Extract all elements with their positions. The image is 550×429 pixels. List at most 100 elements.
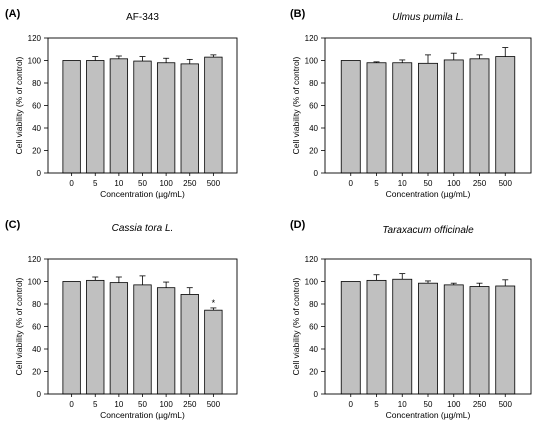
x-tick-label: 500 [499, 179, 513, 188]
bar [443, 284, 464, 395]
x-tick-label: 50 [138, 179, 147, 188]
bar [340, 281, 361, 395]
chart-panel: (C) Cassia tora L. 0 5 10 50 100 250 * 500 0 20 40 60… [5, 219, 238, 420]
x-axis-label: Concentration (µg/mL) [100, 410, 185, 420]
y-axis-label: Cell viability (% of control) [291, 277, 301, 375]
panel-letter: (B) [290, 8, 306, 20]
bar [133, 60, 152, 174]
x-axis-label: Concentration (µg/mL) [386, 189, 471, 199]
bar [109, 282, 129, 395]
plot-frame [324, 258, 532, 395]
bar [392, 278, 413, 395]
y-tick-label: 60 [309, 102, 318, 111]
x-tick-label: 10 [114, 179, 123, 188]
bar [495, 56, 516, 174]
y-tick-label: 80 [32, 79, 41, 88]
y-tick-label: 120 [305, 255, 319, 264]
y-tick-label: 0 [314, 169, 319, 178]
y-tick-label: 80 [309, 300, 318, 309]
y-tick-label: 40 [32, 345, 41, 354]
bar [204, 309, 223, 395]
y-tick-label: 20 [32, 368, 41, 377]
bar [133, 284, 152, 395]
bar [180, 63, 199, 174]
y-tick-label: 60 [309, 323, 318, 332]
y-tick-label: 0 [37, 390, 42, 399]
plot-frame [47, 258, 238, 395]
y-axis-label: Cell viability (% of control) [291, 56, 301, 154]
y-tick-label: 20 [32, 147, 41, 156]
panel-letter: (A) [5, 8, 21, 20]
bar [86, 279, 105, 395]
x-tick-label: 100 [159, 179, 173, 188]
bar [62, 281, 81, 395]
x-tick-label: 0 [69, 179, 74, 188]
x-tick-label: 500 [499, 400, 513, 409]
x-tick-label: 10 [114, 400, 123, 409]
bar [418, 282, 438, 395]
bar [156, 62, 176, 174]
bar [204, 56, 223, 174]
bar [469, 286, 490, 395]
bar [469, 58, 490, 174]
y-tick-label: 0 [314, 390, 319, 399]
y-tick-label: 40 [309, 345, 318, 354]
y-tick-label: 20 [309, 368, 318, 377]
x-tick-label: 500 [207, 400, 221, 409]
chart-panel: (D) Taraxacum officinale 0 5 10 50 100 250 500 0 2… [290, 219, 532, 420]
y-tick-label: 120 [28, 34, 42, 43]
x-tick-label: 5 [374, 179, 379, 188]
y-tick-label: 20 [309, 147, 318, 156]
x-tick-label: 50 [138, 400, 147, 409]
x-tick-label: 100 [447, 400, 461, 409]
bar [366, 62, 387, 174]
panel-title: Ulmus pumila L. [392, 12, 464, 23]
bar [86, 60, 105, 174]
x-tick-label: 10 [398, 179, 407, 188]
plot-frame [47, 37, 238, 174]
y-tick-label: 40 [309, 124, 318, 133]
y-tick-label: 80 [309, 79, 318, 88]
x-tick-label: 0 [349, 179, 354, 188]
x-tick-label: 250 [183, 179, 197, 188]
y-axis-label: Cell viability (% of control) [14, 277, 24, 375]
x-tick-label: 0 [349, 400, 354, 409]
y-tick-label: 100 [305, 278, 319, 287]
y-tick-label: 120 [28, 255, 42, 264]
bar [340, 60, 361, 174]
significance-marker: * [212, 298, 216, 308]
y-tick-label: 40 [32, 124, 41, 133]
panel-letter: (D) [290, 219, 306, 231]
panel-title: Cassia tora L. [112, 223, 174, 234]
y-tick-label: 60 [32, 102, 41, 111]
plot-frame [324, 37, 532, 174]
y-tick-label: 100 [305, 57, 319, 66]
y-tick-label: 0 [37, 169, 42, 178]
x-tick-label: 100 [447, 179, 461, 188]
x-axis-label: Concentration (µg/mL) [100, 189, 185, 199]
panel-letter: (C) [5, 219, 21, 231]
y-tick-label: 100 [28, 278, 42, 287]
chart-panel: (B) Ulmus pumila L. 0 5 10 50 100 250 500 0 20 40 60… [290, 8, 532, 199]
x-tick-label: 100 [159, 400, 173, 409]
x-axis-label: Concentration (µg/mL) [386, 410, 471, 420]
x-tick-label: 250 [473, 400, 487, 409]
panel-title: Taraxacum officinale [382, 225, 474, 236]
x-tick-label: 250 [183, 400, 197, 409]
chart-panel: (A) AF-343 0 5 10 50 100 250 500 0 20 40 60 80 100 120 C… [5, 8, 238, 199]
bar [366, 279, 387, 395]
x-tick-label: 50 [424, 400, 433, 409]
bar [62, 60, 81, 174]
x-tick-label: 250 [473, 179, 487, 188]
x-tick-label: 0 [69, 400, 74, 409]
bar [443, 59, 464, 174]
x-tick-label: 5 [374, 400, 379, 409]
y-tick-label: 100 [28, 57, 42, 66]
y-tick-label: 120 [305, 34, 319, 43]
y-axis-label: Cell viability (% of control) [14, 56, 24, 154]
bar [495, 285, 516, 395]
bar [109, 58, 129, 174]
bar [392, 62, 413, 174]
y-tick-label: 60 [32, 323, 41, 332]
x-tick-label: 10 [398, 400, 407, 409]
